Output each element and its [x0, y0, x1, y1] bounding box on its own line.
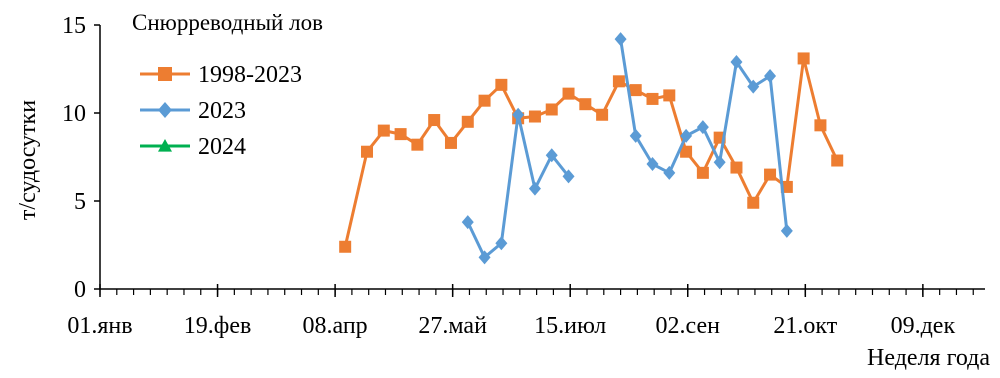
- x-tick-label: 08.апр: [303, 313, 368, 339]
- data-point-square: [562, 87, 575, 100]
- x-tick-label: 01.янв: [67, 313, 132, 339]
- legend: 1998-2023 2023 2024: [140, 62, 302, 160]
- data-point-square: [428, 114, 441, 127]
- data-point-diamond: [495, 236, 508, 251]
- y-axis-label: т/судосутки: [15, 100, 41, 220]
- data-point-diamond: [461, 215, 474, 230]
- data-point-square: [730, 161, 743, 174]
- x-axis-label: Неделя года: [867, 345, 990, 371]
- data-point-square: [764, 168, 777, 181]
- data-point-diamond: [158, 102, 172, 118]
- x-tick-label: 19.фев: [184, 313, 252, 339]
- data-point-square: [461, 115, 474, 128]
- data-point-diamond: [764, 69, 777, 84]
- y-tick-label: 10: [62, 101, 86, 127]
- y-axis-ticks: 0 5 10 15: [62, 13, 100, 303]
- data-point-square: [339, 240, 352, 253]
- chart-title: Снюрреводный лов: [132, 10, 323, 35]
- x-tick-label: 09.дек: [891, 313, 956, 339]
- data-point-square: [361, 145, 374, 158]
- data-point-square: [646, 92, 659, 105]
- data-point-diamond: [512, 107, 525, 122]
- legend-label: 2024: [198, 134, 246, 160]
- data-point-diamond: [747, 79, 760, 94]
- data-point-square: [545, 103, 558, 116]
- y-tick-label: 0: [74, 277, 86, 303]
- data-point-diamond: [713, 155, 726, 170]
- series-line: [466, 113, 570, 259]
- data-point-square: [663, 89, 676, 102]
- data-point-diamond: [545, 148, 558, 163]
- data-point-diamond: [696, 120, 709, 135]
- data-point-square: [596, 108, 609, 121]
- data-point-square: [411, 138, 424, 151]
- data-point-diamond: [663, 165, 676, 180]
- x-tick-label: 15.июл: [534, 313, 606, 339]
- series-line: [619, 38, 789, 232]
- data-point-diamond: [780, 223, 793, 238]
- x-tick-label: 02.сен: [656, 313, 721, 339]
- data-point-square: [528, 110, 541, 123]
- data-point-diamond: [629, 128, 642, 143]
- x-tick-label: 21.окт: [773, 313, 837, 339]
- data-point-square: [158, 67, 172, 81]
- legend-label: 2023: [198, 98, 246, 124]
- series-2023: [461, 32, 793, 265]
- data-point-square: [377, 124, 390, 137]
- data-point-square: [680, 145, 693, 158]
- data-point-diamond: [646, 157, 659, 172]
- plot-area: [339, 32, 844, 265]
- data-point-square: [747, 196, 760, 209]
- data-point-square: [444, 136, 457, 149]
- data-point-square: [612, 75, 625, 88]
- y-tick-label: 15: [62, 13, 86, 39]
- data-point-square: [495, 78, 508, 91]
- data-point-square: [696, 166, 709, 179]
- x-tick-label: 27.май: [418, 313, 487, 339]
- legend-item: 2023: [140, 98, 246, 124]
- data-point-diamond: [680, 128, 693, 143]
- series-line: [343, 56, 839, 248]
- legend-item: 2024: [140, 134, 246, 160]
- data-point-diamond: [614, 32, 627, 47]
- series-1998-2023: [339, 52, 844, 253]
- data-point-triangle: [158, 139, 172, 152]
- data-point-square: [814, 119, 827, 132]
- data-point-diamond: [562, 169, 575, 184]
- legend-label: 1998-2023: [198, 62, 302, 88]
- data-point-square: [478, 94, 491, 107]
- data-point-diamond: [478, 250, 491, 265]
- data-point-square: [579, 98, 592, 111]
- data-point-square: [394, 128, 407, 141]
- x-axis-ticks: 01.янв 19.фев 08.апр 27.май 15.июл 02.сен 21.о…: [67, 284, 974, 339]
- data-point-square: [831, 154, 844, 167]
- chart-axes: [99, 25, 985, 290]
- legend-item: 1998-2023: [140, 62, 302, 88]
- data-point-diamond: [528, 181, 541, 196]
- y-tick-label: 5: [74, 189, 86, 215]
- data-point-square: [797, 52, 810, 65]
- data-point-square: [629, 84, 642, 97]
- data-point-diamond: [730, 54, 743, 69]
